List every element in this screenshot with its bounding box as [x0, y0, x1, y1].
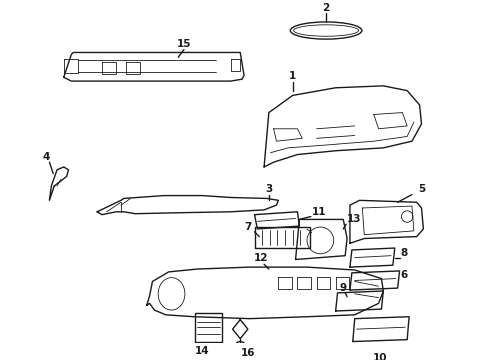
Text: 5: 5 — [418, 184, 425, 194]
Text: 13: 13 — [347, 215, 362, 224]
Text: 3: 3 — [265, 184, 272, 194]
Text: 11: 11 — [312, 207, 326, 217]
Text: 9: 9 — [340, 283, 347, 293]
Text: 10: 10 — [373, 353, 388, 360]
Text: 4: 4 — [43, 152, 50, 162]
Text: 14: 14 — [195, 346, 209, 356]
Text: 1: 1 — [289, 71, 296, 81]
Text: 2: 2 — [322, 3, 330, 13]
Text: 15: 15 — [177, 39, 191, 49]
Text: 12: 12 — [254, 253, 269, 262]
Text: 7: 7 — [244, 222, 251, 232]
Text: 8: 8 — [400, 248, 408, 258]
Text: 16: 16 — [241, 348, 255, 358]
Text: 6: 6 — [400, 270, 408, 280]
